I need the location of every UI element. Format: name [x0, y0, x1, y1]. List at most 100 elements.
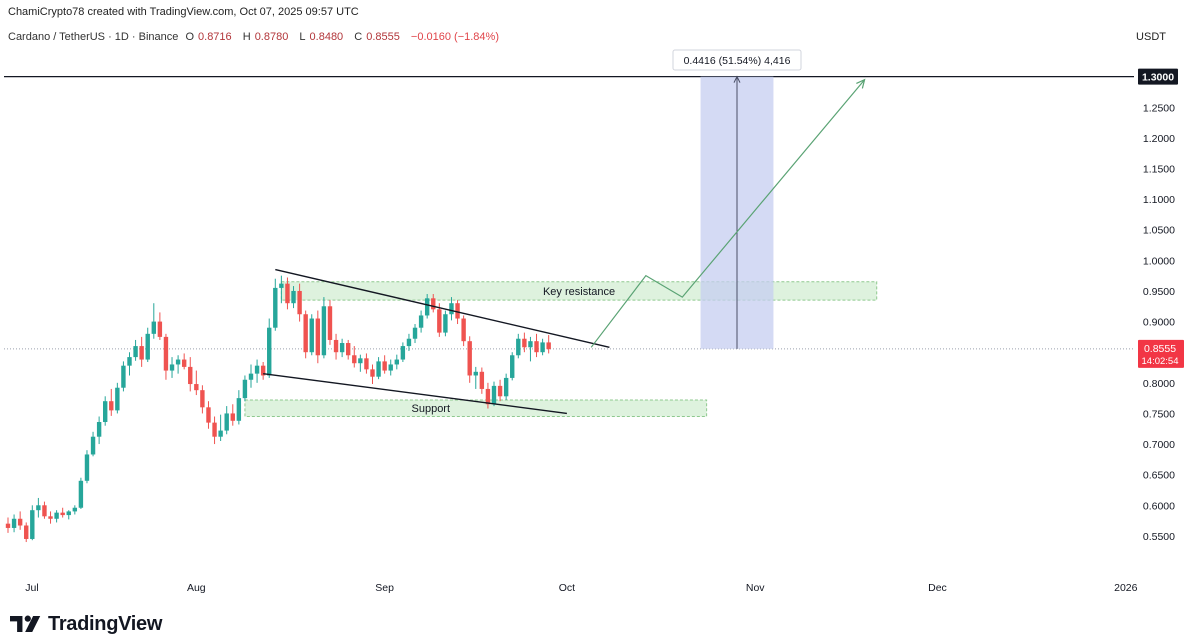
candle-body	[206, 407, 211, 423]
countdown-label: 14:02:54	[1142, 356, 1179, 367]
candle-body	[394, 359, 399, 365]
candle-body	[346, 343, 351, 356]
candle-body	[315, 318, 321, 356]
candle-body	[11, 518, 17, 528]
candle-body	[78, 480, 84, 508]
candle-body	[72, 507, 78, 512]
close-value: C 0.8555	[354, 31, 400, 43]
candle-body	[540, 342, 545, 353]
level-price-badge-label: 1.3000	[1142, 72, 1174, 84]
tradingview-logo-text: TradingView	[48, 612, 163, 635]
candle-body	[309, 318, 314, 353]
candle-body	[382, 361, 387, 371]
candle-body	[90, 436, 96, 455]
candle-body	[260, 365, 266, 376]
candle-body	[230, 413, 235, 421]
candle-body	[364, 358, 369, 370]
tradingview-logo-icon	[10, 615, 41, 632]
low-value: L 0.8480	[299, 31, 344, 43]
y-tick-label: 0.9000	[1143, 317, 1175, 329]
candle-body	[534, 341, 539, 353]
candle-body	[516, 338, 521, 356]
candle-body	[212, 422, 217, 437]
level-price-badge	[1138, 68, 1178, 85]
measure-arrow-head	[733, 75, 741, 83]
y-tick-label: 1.2000	[1143, 133, 1175, 145]
candle-body	[218, 430, 223, 437]
candle-body	[36, 505, 41, 511]
candle-body	[163, 336, 169, 371]
candle-body	[388, 364, 393, 371]
candle-body	[522, 338, 527, 348]
candle-body	[352, 355, 357, 364]
candle-body	[412, 327, 418, 339]
candle-body	[455, 303, 460, 319]
candle-body	[461, 318, 466, 342]
candle-body	[127, 357, 132, 366]
candle-body	[181, 359, 187, 367]
open-value: O 0.8716	[185, 31, 232, 43]
candle-body	[431, 298, 436, 310]
candle-body	[139, 346, 144, 360]
y-tick-label: 1.0500	[1143, 225, 1175, 237]
currency-label: USDT	[1136, 31, 1166, 43]
y-tick-label: 0.7000	[1143, 439, 1175, 451]
candle-body	[510, 355, 515, 378]
x-tick-label: Aug	[187, 582, 206, 594]
candle-body	[157, 321, 163, 337]
candle-body	[273, 287, 278, 328]
candle-body	[327, 306, 333, 340]
last-price-badge	[1138, 339, 1184, 368]
y-tick-label: 0.8000	[1143, 378, 1175, 390]
candle-body	[358, 358, 363, 364]
low-label: L	[299, 31, 306, 43]
candle-body	[175, 359, 181, 365]
tradingview-logo: TradingView	[10, 611, 162, 637]
candle-body	[5, 523, 11, 528]
candle-body	[188, 366, 193, 385]
x-tick-label: Nov	[746, 582, 765, 594]
open-label: O	[185, 31, 195, 43]
candle-body	[333, 339, 339, 353]
candle-body	[443, 314, 448, 333]
candle-body	[224, 413, 229, 431]
candle-body	[145, 333, 150, 360]
y-tick-label: 0.5500	[1143, 531, 1175, 543]
candle-body	[503, 377, 509, 397]
candle-body	[24, 525, 29, 539]
support-zone	[244, 399, 708, 418]
y-tick-label: 1.1500	[1143, 163, 1175, 175]
candle-body	[54, 512, 59, 519]
candle-body	[200, 390, 205, 408]
candle-body	[30, 510, 35, 539]
candle-body	[473, 371, 478, 376]
x-tick-label: 2026	[1114, 582, 1138, 594]
x-tick-label: Dec	[928, 582, 947, 594]
candle-body	[103, 401, 108, 423]
candle-body	[254, 365, 260, 374]
candle-body	[339, 343, 345, 353]
y-tick-label: 0.6000	[1143, 500, 1175, 512]
y-tick-label: 1.0000	[1143, 255, 1175, 267]
candle-body	[17, 518, 23, 526]
x-tick-label: Oct	[559, 582, 575, 594]
high-value: H 0.8780	[242, 31, 289, 43]
candle-body	[96, 422, 102, 437]
candle-body	[424, 298, 430, 316]
candle-body	[279, 283, 284, 288]
candle-body	[376, 361, 381, 377]
candle-body	[236, 398, 242, 421]
candle-body	[546, 342, 551, 350]
candle-body	[449, 303, 454, 315]
y-tick-label: 0.9500	[1143, 286, 1175, 298]
candle-body	[467, 341, 472, 376]
measure-label: 0.4416 (51.54%) 4,416	[684, 55, 791, 67]
candle-body	[528, 341, 533, 348]
candle-body	[303, 314, 308, 353]
candle-body	[115, 387, 120, 411]
candle-body	[297, 290, 302, 315]
candle-body	[133, 346, 138, 358]
candle-body	[497, 385, 503, 397]
change-value: −0.0160 (−1.84%)	[410, 31, 499, 43]
